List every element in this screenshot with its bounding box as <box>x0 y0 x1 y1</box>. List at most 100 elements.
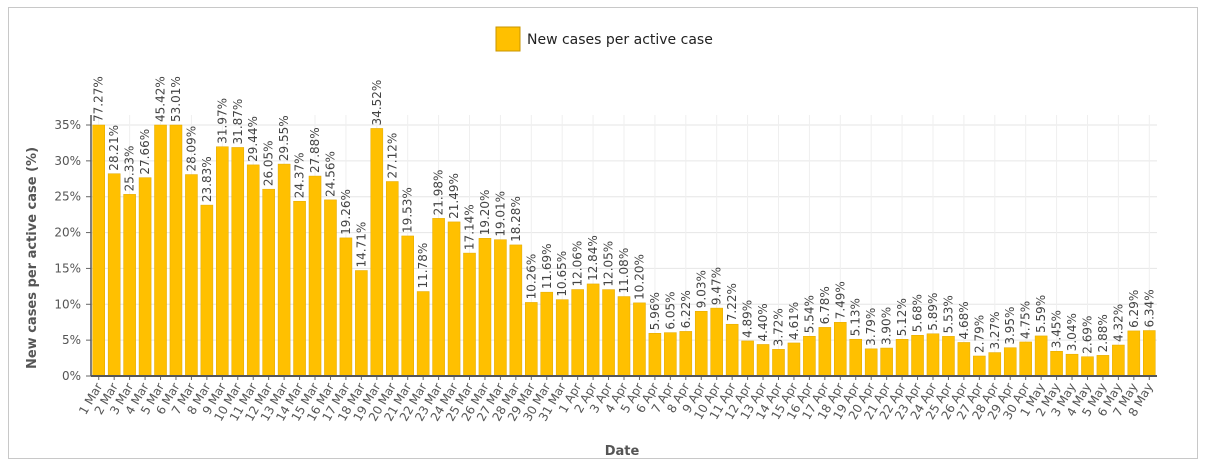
bar-value-label: 3.72% <box>771 308 785 346</box>
bar-value-label: 5.13% <box>849 298 863 336</box>
bar-value-label: 2.69% <box>1080 316 1094 354</box>
bar-value-label: 25.33% <box>123 146 137 192</box>
bar[interactable] <box>602 289 615 377</box>
bar[interactable] <box>942 336 955 377</box>
bar-value-label: 3.95% <box>1003 307 1017 345</box>
bar[interactable] <box>355 270 368 377</box>
bar-value-label: 4.75% <box>1019 301 1033 339</box>
bar-value-label: 28.21% <box>107 125 121 171</box>
bar[interactable] <box>262 188 275 377</box>
bar[interactable] <box>509 244 523 377</box>
bar[interactable] <box>988 352 1002 377</box>
bar[interactable] <box>617 296 631 377</box>
bar[interactable] <box>401 235 414 377</box>
bar[interactable] <box>555 299 569 377</box>
bar[interactable] <box>308 175 322 377</box>
bar[interactable] <box>849 338 863 377</box>
bar[interactable] <box>540 291 554 377</box>
bar[interactable] <box>277 163 291 377</box>
bar-value-label: 12.05% <box>602 241 616 287</box>
bar-value-label: 11.69% <box>540 243 554 289</box>
bar[interactable] <box>169 124 183 377</box>
bar[interactable] <box>185 174 198 377</box>
bar[interactable] <box>1019 341 1032 377</box>
bar-value-label: 3.27% <box>988 311 1002 349</box>
bar[interactable] <box>293 200 306 377</box>
bar[interactable] <box>957 342 971 377</box>
bar-value-label: 2.88% <box>1096 314 1110 352</box>
bar[interactable] <box>1050 351 1063 377</box>
bar-value-label: 6.29% <box>1127 290 1141 328</box>
bar-value-label: 24.56% <box>323 151 337 197</box>
bar[interactable] <box>92 124 105 377</box>
bar[interactable] <box>803 336 816 377</box>
bar[interactable] <box>694 310 708 377</box>
bar-value-label: 10.26% <box>524 254 538 300</box>
bar[interactable] <box>834 322 847 377</box>
bar-value-label: 45.42% <box>154 76 168 122</box>
bar[interactable] <box>926 333 940 377</box>
bar[interactable] <box>864 348 878 377</box>
bar[interactable] <box>231 147 245 377</box>
bar-value-label: 5.89% <box>926 293 940 331</box>
bar[interactable] <box>123 194 136 377</box>
bar[interactable] <box>973 355 986 377</box>
bar[interactable] <box>1003 347 1017 377</box>
bar-value-label: 9.03% <box>694 270 708 308</box>
bar[interactable] <box>494 239 507 377</box>
bar[interactable] <box>710 307 723 377</box>
bar[interactable] <box>324 199 337 377</box>
bar-value-label: 19.20% <box>478 190 492 236</box>
bar-value-label: 3.04% <box>1065 313 1079 351</box>
bar[interactable] <box>1143 330 1156 377</box>
value-labels: 77.27%28.21% 25.33% 27.66%45.42% 53.01%28.0… <box>92 76 1157 353</box>
bar[interactable] <box>138 177 152 377</box>
bar[interactable] <box>107 173 121 377</box>
bar[interactable] <box>1112 344 1125 377</box>
bar[interactable] <box>772 349 785 377</box>
bar[interactable] <box>216 146 229 377</box>
bar[interactable] <box>787 342 801 377</box>
bar-value-label: 3.90% <box>880 307 894 345</box>
bar[interactable] <box>756 344 770 377</box>
bar[interactable] <box>339 237 353 377</box>
bar[interactable] <box>463 252 476 377</box>
bar-value-label: 5.53% <box>941 295 955 333</box>
bar[interactable] <box>880 347 893 377</box>
bar[interactable] <box>571 289 584 377</box>
bar[interactable] <box>200 204 214 377</box>
bar-value-label: 26.05% <box>262 140 276 186</box>
bar[interactable] <box>664 332 677 377</box>
bar-value-label: 18.28% <box>509 196 523 242</box>
bar[interactable] <box>416 291 430 377</box>
bar[interactable] <box>370 128 384 377</box>
bar[interactable] <box>154 124 167 377</box>
bar[interactable] <box>1127 330 1141 377</box>
bar[interactable] <box>895 339 909 377</box>
bar[interactable] <box>1065 353 1079 377</box>
bar[interactable] <box>741 340 754 377</box>
bar[interactable] <box>525 302 538 377</box>
bar[interactable] <box>447 221 461 377</box>
bar-value-label: 6.05% <box>663 291 677 329</box>
bar[interactable] <box>725 323 739 377</box>
bar-value-label: 12.84% <box>586 235 600 281</box>
bar[interactable] <box>432 218 445 377</box>
bar[interactable] <box>1096 355 1110 377</box>
bar[interactable] <box>246 164 260 377</box>
bar[interactable] <box>679 331 693 377</box>
bar[interactable] <box>478 238 492 377</box>
bar[interactable] <box>648 333 662 377</box>
bar[interactable] <box>385 181 399 377</box>
bar[interactable] <box>818 327 832 377</box>
bar[interactable] <box>1081 356 1094 377</box>
bar[interactable] <box>586 283 600 377</box>
bar-value-label: 4.32% <box>1111 304 1125 342</box>
bar[interactable] <box>1034 335 1048 377</box>
bar[interactable] <box>633 302 646 377</box>
legend[interactable]: New cases per active case <box>495 26 713 52</box>
bar[interactable] <box>911 335 924 377</box>
bar-value-label: 6.34% <box>1142 289 1156 327</box>
y-axis-title: New cases per active case (%) <box>25 147 40 369</box>
bar-value-label: 12.06% <box>571 241 585 287</box>
